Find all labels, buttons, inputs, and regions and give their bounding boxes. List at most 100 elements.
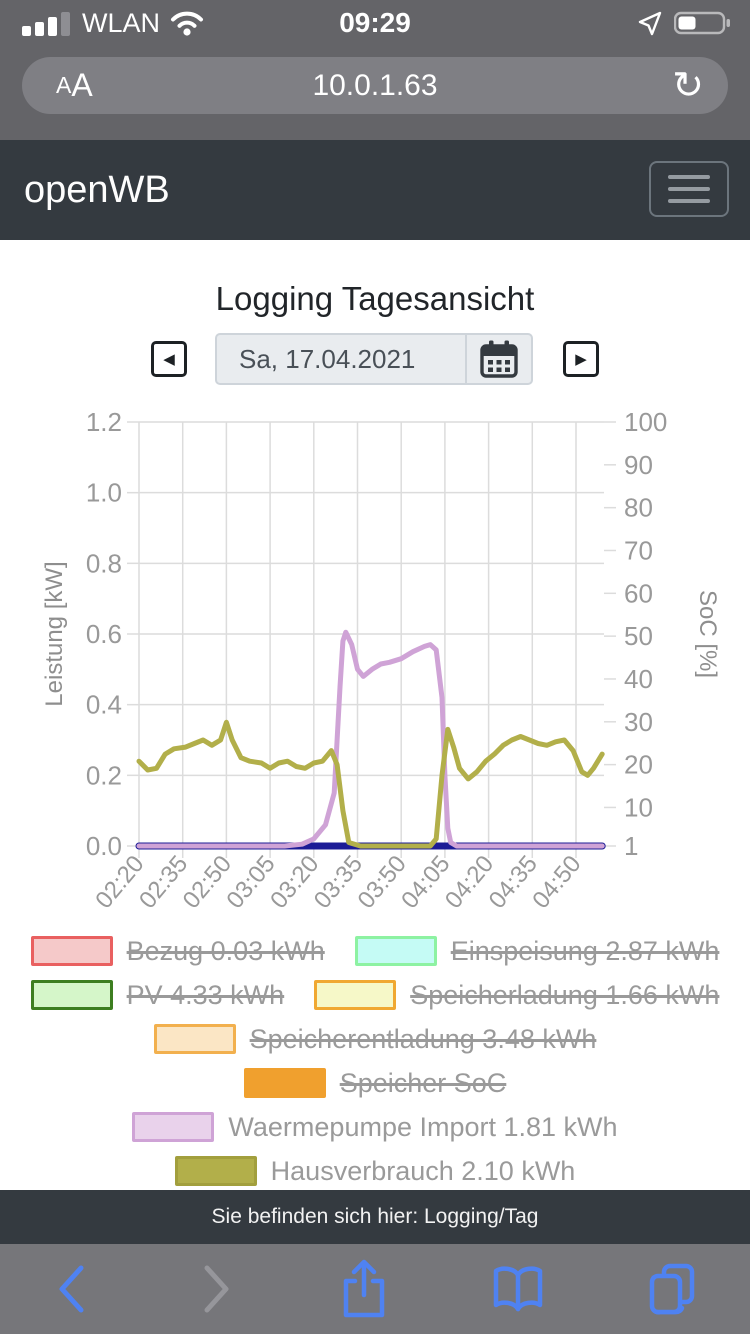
app-navbar: openWB	[0, 140, 750, 240]
legend-label: PV 4.33 kWh	[126, 979, 285, 1010]
forward-button[interactable]	[194, 1259, 238, 1319]
date-value[interactable]: Sa, 17.04.2021	[239, 343, 416, 374]
x-tick-label: 04:05	[396, 851, 455, 914]
legend-label: Speicherentladung 3.48 kWh	[249, 1023, 597, 1054]
y-left-tick-label: 0.8	[86, 548, 122, 578]
share-button[interactable]	[338, 1257, 390, 1321]
legend-swatch	[132, 1112, 215, 1142]
carrier-label: WLAN	[82, 7, 161, 38]
breadcrumb: Sie befinden sich hier: Logging/Tag	[0, 1190, 750, 1244]
reader-small-a: A	[56, 72, 72, 98]
status-left: WLAN	[22, 8, 206, 38]
y-right-tick-label: 100	[624, 407, 667, 437]
y-left-tick-label: 1.0	[86, 478, 122, 508]
y-right-tick-label: 10	[624, 792, 653, 822]
legend-swatch	[174, 1156, 257, 1186]
battery-icon	[674, 11, 730, 35]
legend-item[interactable]: Einspeisung 2.87 kWh	[354, 935, 720, 967]
legend-row: Hausverbrauch 2.10 kWh	[0, 1156, 750, 1186]
legend-label: Speicherladung 1.66 kWh	[410, 979, 720, 1010]
url-text[interactable]: 10.0.1.63	[312, 68, 438, 102]
legend-item[interactable]: Hausverbrauch 2.10 kWh	[174, 1155, 576, 1187]
legend-label: Hausverbrauch 2.10 kWh	[270, 1155, 576, 1186]
chart-legend: Bezug 0.03 kWh Einspeisung 2.87 kWh PV 4.3…	[0, 936, 750, 1186]
y-right-tick-label: 60	[624, 578, 653, 608]
previous-day-button[interactable]: ◀	[151, 341, 187, 377]
x-tick-label: 03:05	[221, 851, 280, 914]
y-left-axis-title: Leistung [kW]	[41, 561, 68, 706]
legend-swatch	[314, 980, 397, 1010]
y-right-tick-label: 20	[624, 750, 653, 780]
y-left-tick-label: 0.2	[86, 760, 122, 790]
legend-row: Waermepumpe Import 1.81 kWh	[0, 1112, 750, 1142]
legend-label: Speicher SoC	[339, 1067, 507, 1098]
y-right-tick-label: 90	[624, 450, 653, 480]
legend-item[interactable]: Speicherladung 1.66 kWh	[314, 980, 719, 1011]
reader-large-a: A	[71, 67, 93, 103]
legend-row: PV 4.33 kWh Speicherladung 1.66 kWh	[0, 980, 750, 1010]
calendar-icon	[480, 340, 518, 378]
legend-row: Bezug 0.03 kWh Einspeisung 2.87 kWh	[0, 936, 750, 966]
status-time: 09:29	[339, 7, 411, 38]
hamburger-menu-button[interactable]	[649, 161, 729, 217]
legend-item[interactable]: Bezug 0.03 kWh	[30, 935, 325, 967]
x-tick-label: 04:20	[440, 851, 499, 914]
status-right	[637, 8, 732, 38]
location-arrow-icon	[638, 11, 662, 35]
legend-label: Bezug 0.03 kWh	[126, 935, 325, 966]
legend-item[interactable]: Waermepumpe Import 1.81 kWh	[132, 1111, 618, 1143]
cellular-signal-icon	[22, 12, 70, 36]
bookmarks-button[interactable]	[490, 1263, 546, 1315]
y-right-tick-label: 40	[624, 664, 653, 694]
reload-icon[interactable]: ↻	[672, 65, 704, 107]
legend-row: Speicherentladung 3.48 kWh	[0, 1024, 750, 1054]
y-right-axis-title: SoC [%]	[694, 590, 721, 678]
date-picker[interactable]: Sa, 17.04.2021	[215, 333, 533, 385]
y-right-tick-label: 80	[624, 493, 653, 523]
y-left-tick-label: 0.4	[86, 690, 122, 720]
legend-swatch	[243, 1068, 326, 1098]
wifi-icon	[171, 11, 204, 36]
y-right-tick-label: 1	[624, 831, 638, 861]
y-right-tick-label: 50	[624, 621, 653, 651]
legend-item[interactable]: Speicherentladung 3.48 kWh	[153, 1023, 597, 1055]
x-tick-label: 02:50	[178, 851, 237, 914]
legend-item[interactable]: PV 4.33 kWh	[30, 979, 285, 1011]
tabs-icon	[649, 1263, 695, 1315]
y-left-tick-label: 1.2	[86, 407, 122, 437]
browser-toolbar	[0, 1244, 750, 1334]
x-tick-label: 02:35	[134, 851, 193, 914]
y-right-tick-label: 30	[624, 707, 653, 737]
legend-swatch	[153, 1024, 236, 1054]
legend-row: Speicher SoC	[0, 1068, 750, 1098]
back-button[interactable]	[50, 1259, 94, 1319]
day-log-chart: 1.21.00.80.60.40.20.002:2002:3502:5003:0…	[41, 407, 721, 914]
y-left-tick-label: 0.0	[86, 831, 122, 861]
x-tick-label: 03:20	[265, 851, 324, 914]
legend-item[interactable]: Speicher SoC	[243, 1067, 507, 1099]
tabs-button[interactable]	[646, 1260, 700, 1318]
brand-logo[interactable]: openWB	[24, 168, 170, 211]
x-tick-label: 04:35	[484, 851, 543, 914]
date-controls: ◀ Sa, 17.04.2021 ▶	[0, 333, 750, 385]
x-tick-label: 03:35	[309, 851, 368, 914]
x-tick-label: 03:50	[353, 851, 412, 914]
book-icon	[493, 1266, 543, 1312]
y-right-tick-label: 70	[624, 535, 653, 565]
legend-swatch	[30, 980, 113, 1010]
calendar-button[interactable]	[465, 335, 531, 383]
next-day-button[interactable]: ▶	[563, 341, 599, 377]
page-title: Logging Tagesansicht	[215, 280, 535, 317]
legend-label: Einspeisung 2.87 kWh	[450, 935, 720, 966]
legend-label: Waermepumpe Import 1.81 kWh	[228, 1111, 618, 1142]
share-icon	[343, 1259, 385, 1318]
legend-swatch	[30, 936, 113, 966]
series-hausverbrauch	[136, 719, 605, 849]
legend-swatch	[354, 936, 437, 966]
x-tick-label: 04:50	[527, 851, 586, 914]
y-left-tick-label: 0.6	[86, 619, 122, 649]
